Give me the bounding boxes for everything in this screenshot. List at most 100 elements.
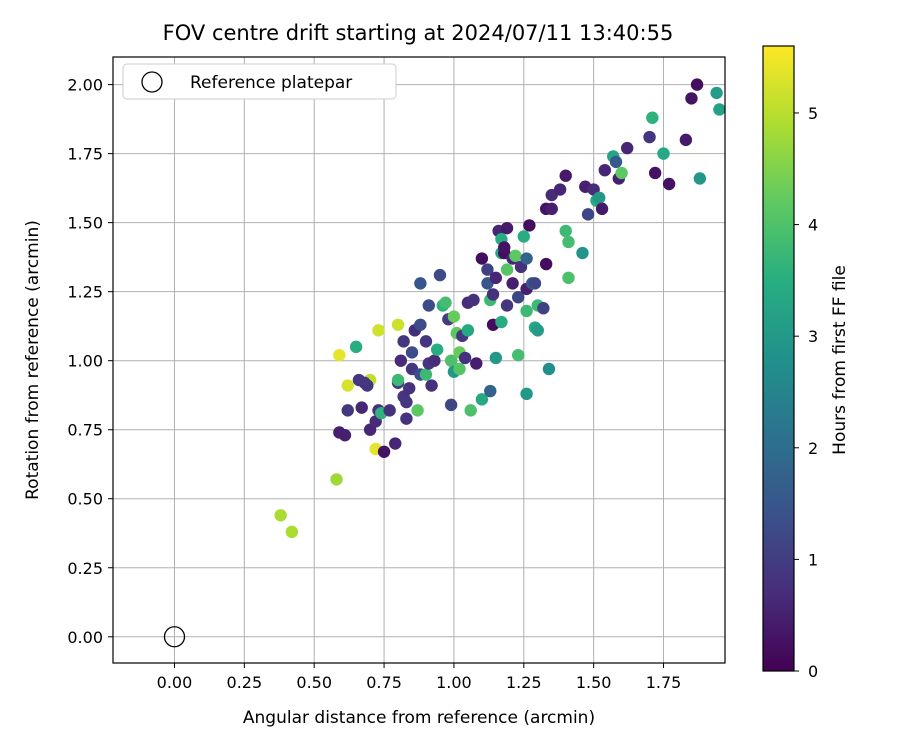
data-point — [559, 169, 572, 182]
colorbar-tick-label: 4 — [808, 216, 818, 235]
data-point — [355, 401, 368, 414]
data-point — [383, 404, 396, 417]
data-point — [461, 324, 475, 337]
data-point — [389, 437, 402, 450]
data-point — [562, 271, 575, 285]
data-point — [489, 351, 503, 365]
data-point — [414, 277, 427, 290]
data-point — [542, 362, 556, 376]
grid-lines — [113, 57, 725, 663]
data-point — [690, 78, 704, 91]
x-tick-label: 1.00 — [436, 673, 472, 692]
x-axis-label: Angular distance from reference (arcmin) — [243, 708, 595, 728]
y-tick-label: 1.00 — [67, 352, 103, 371]
colorbar — [762, 45, 795, 672]
data-point — [425, 379, 438, 392]
data-point — [528, 277, 542, 290]
legend: Reference platepar — [122, 63, 397, 100]
data-point — [361, 379, 374, 392]
data-point — [595, 202, 609, 216]
data-point — [422, 299, 435, 312]
plot-frame — [112, 56, 726, 664]
data-point — [517, 230, 530, 243]
legend-entry: Reference platepar — [190, 73, 352, 93]
data-point — [593, 191, 606, 205]
data-point — [657, 147, 670, 160]
data-point — [470, 357, 483, 370]
y-tick-label: 0.50 — [67, 490, 103, 509]
data-point — [486, 288, 500, 301]
data-point — [433, 268, 447, 282]
data-point — [439, 296, 452, 309]
data-point — [447, 310, 461, 323]
x-axis-ticks: 0.00 0.25 0.50 0.75 1.00 1.25 1.50 1.75 — [157, 663, 682, 692]
data-point — [274, 509, 287, 522]
colorbar-tick-label: 2 — [808, 439, 818, 458]
data-point — [444, 398, 458, 412]
data-point — [403, 382, 416, 395]
data-point — [713, 103, 726, 116]
data-point — [520, 304, 533, 318]
data-point — [495, 315, 508, 329]
data-point — [609, 155, 623, 169]
data-point — [405, 346, 419, 359]
data-point — [500, 299, 514, 312]
data-point — [509, 249, 522, 262]
data-point — [643, 130, 656, 144]
data-point — [453, 362, 466, 376]
data-point — [581, 208, 595, 221]
data-point — [400, 395, 413, 409]
x-tick-label: 0.50 — [296, 673, 332, 692]
data-point — [428, 354, 441, 367]
data-point — [414, 318, 427, 331]
data-point — [662, 177, 676, 191]
y-tick-label: 1.25 — [67, 283, 103, 302]
y-tick-label: 0.25 — [67, 559, 103, 578]
data-point — [464, 404, 477, 417]
colorbar-ticks: 0 1 2 3 4 5 — [794, 104, 818, 681]
data-point — [679, 133, 693, 147]
x-tick-label: 0.25 — [227, 673, 263, 692]
data-point — [333, 348, 346, 362]
data-point — [520, 252, 533, 265]
data-point — [341, 404, 354, 417]
data-point — [444, 354, 458, 367]
data-point — [539, 257, 553, 271]
data-point — [693, 172, 707, 185]
y-axis-ticks: 0.00 0.25 0.50 0.75 1.00 1.25 1.50 1.75 2.00 — [67, 76, 113, 647]
data-point — [394, 354, 408, 367]
data-point — [341, 379, 354, 392]
data-point — [512, 348, 525, 362]
data-point — [598, 163, 612, 177]
data-point — [498, 241, 511, 254]
data-point — [338, 429, 352, 442]
x-tick-label: 0.75 — [366, 673, 402, 692]
data-point — [545, 202, 558, 216]
data-point — [419, 368, 433, 381]
x-tick-label: 0.00 — [157, 673, 193, 692]
colorbar-tick-label: 1 — [808, 550, 818, 569]
x-tick-label: 1.50 — [576, 673, 612, 692]
y-tick-label: 1.75 — [67, 145, 103, 164]
data-point — [685, 92, 698, 105]
data-point — [377, 445, 391, 458]
data-point — [615, 166, 628, 180]
legend-marker-circle — [141, 71, 163, 93]
data-point — [523, 219, 536, 232]
colorbar-tick-label: 5 — [808, 104, 818, 123]
data-point — [391, 373, 405, 387]
data-point — [330, 473, 343, 486]
data-point — [411, 404, 424, 417]
data-point — [537, 302, 550, 315]
data-point — [559, 224, 572, 238]
chart-title: FOV centre drift starting at 2024/07/11 … — [163, 21, 674, 45]
x-tick-label: 1.25 — [506, 673, 542, 692]
data-point — [620, 141, 634, 155]
colorbar-tick-label: 3 — [808, 327, 818, 346]
y-tick-label: 2.00 — [67, 76, 103, 95]
data-point — [646, 111, 659, 124]
data-point — [430, 343, 444, 356]
data-point — [531, 324, 544, 337]
x-tick-label: 1.75 — [646, 673, 682, 692]
